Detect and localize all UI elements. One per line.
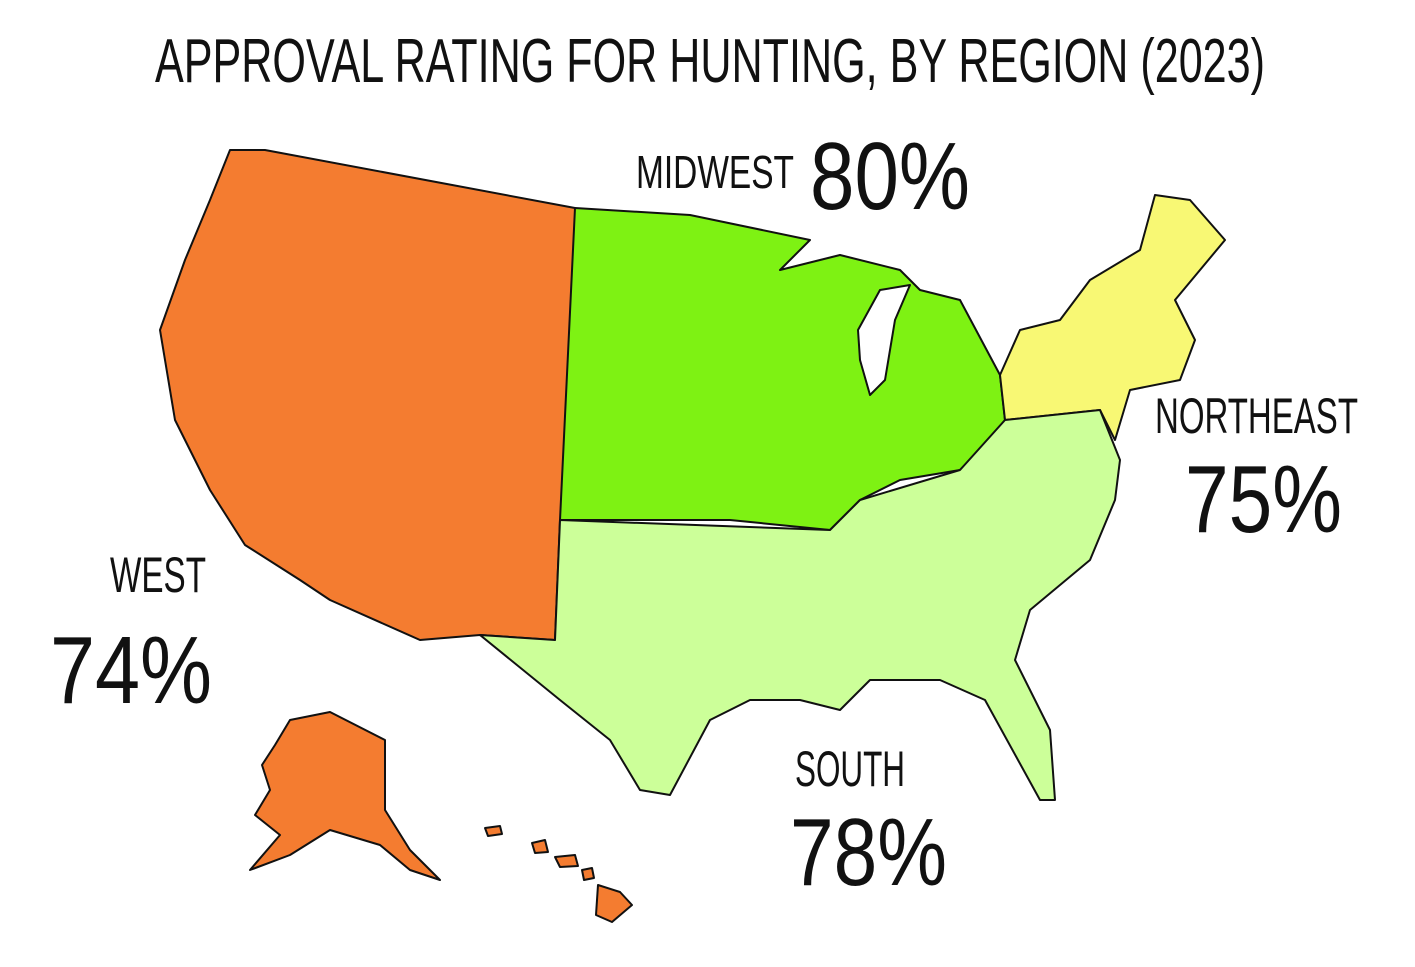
region-west [159, 149, 576, 641]
region-value: 80% [810, 123, 970, 230]
hawaii [581, 867, 595, 881]
alaska [249, 711, 441, 881]
region-name: MIDWEST [636, 146, 794, 198]
title: APPROVAL RATING FOR HUNTING, BY REGION (… [155, 27, 1265, 96]
lake-michigan [857, 284, 911, 396]
region-value: 75% [1185, 446, 1342, 553]
region-value: 78% [790, 799, 947, 906]
region-name: WEST [110, 547, 206, 603]
region-northeast [999, 194, 1226, 441]
hawaii [531, 839, 549, 854]
hawaii [554, 854, 579, 868]
region-value: 74% [50, 617, 212, 724]
region-south [479, 409, 1121, 801]
hawaii [595, 884, 633, 923]
region-name: NORTHEAST [1155, 388, 1358, 444]
region-name: SOUTH [795, 741, 905, 797]
hawaii [484, 825, 503, 837]
